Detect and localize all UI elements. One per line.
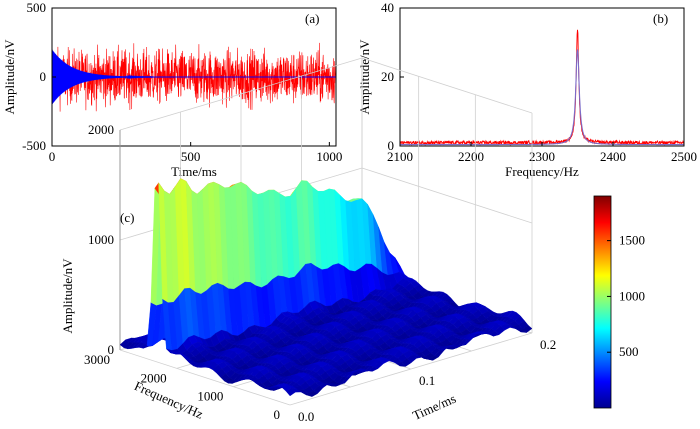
panel-a-x-ticks: 0 500 1000 [49, 142, 342, 164]
panel-c: 0 1000 2000 0 1000 2000 3000 0.0 0.1 0.2 (c) Ampl… [60, 57, 645, 424]
panel-b-x-tick-label: 2300 [529, 149, 555, 164]
colorbar-tick-label: 1500 [619, 233, 645, 248]
panel-c-floor-grid-line [289, 332, 533, 406]
panel-a-series [52, 42, 336, 112]
colorbar-ticks: 500 1000 1500 [607, 233, 645, 359]
panel-a-y-tick-label: 500 [27, 0, 47, 15]
panel-c-z-tick-label: 0 [108, 342, 115, 357]
colorbar-tick-label: 500 [619, 344, 639, 359]
panel-b-label: (b) [653, 11, 668, 26]
panel-b-x-tick-label: 2500 [671, 149, 697, 164]
panel-c-x-tick-label: 0.1 [419, 373, 435, 388]
panel-b-y-tick-label: 40 [381, 0, 394, 15]
panel-c-x-tick-label: 0.2 [540, 337, 556, 352]
colorbar-tick-label: 1000 [619, 288, 645, 303]
panel-a-x-label: Time/ms [171, 164, 217, 179]
colorbar [593, 195, 612, 409]
panel-b-y-tick-label: 0 [388, 138, 395, 153]
panel-c-y-label: Frequency/Hz [132, 378, 206, 422]
panel-c-x-label: Time/ms [410, 391, 458, 423]
panel-b-x-label: Frequency/Hz [505, 164, 579, 179]
panel-b-x-tick-label: 2200 [458, 149, 484, 164]
panel-c-x-tick-label: 0.0 [298, 409, 314, 424]
panel-c-back-grid-line [119, 57, 363, 131]
panel-c-y-tick-label: 1000 [197, 389, 223, 404]
panel-a-x-tick-label: 0 [49, 149, 56, 164]
panel-c-y-tick-label: 3000 [84, 352, 110, 367]
panel-b-frame [399, 7, 685, 147]
panel-c-y-tick-label: 0 [274, 407, 281, 422]
panel-a-noisy-signal-line [52, 42, 336, 112]
panel-c-ticks: 0 1000 2000 0 1000 2000 3000 0.0 0.1 0.2 [84, 122, 556, 424]
panel-b-y-label: Amplitude/nV [357, 39, 372, 115]
panel-c-label: (c) [120, 210, 134, 225]
panel-b-x-tick-label: 2100 [387, 149, 413, 164]
panel-c-z-tick-label: 2000 [88, 122, 114, 137]
panel-b-y-tick-label: 20 [381, 69, 394, 84]
panel-c-z-label: Amplitude/nV [60, 258, 75, 334]
panel-b-x-ticks: 2100 2200 2300 2400 2500 [387, 142, 697, 164]
panel-a-y-label: Amplitude/nV [2, 39, 17, 115]
panel-b-series [400, 29, 684, 146]
panel-a-clean-signal-line [52, 49, 336, 105]
panel-b: 2100 2200 2300 2400 2500 0 20 40 (b) Frequency… [357, 0, 697, 179]
panel-b-clean-spectrum-line [400, 49, 684, 146]
panel-a-y-tick-label: 0 [40, 69, 47, 84]
panel-c-z-tick-label: 1000 [88, 232, 114, 247]
panel-a-y-ticks: -500 0 500 [22, 0, 56, 153]
panel-a-x-tick-label: 1000 [316, 149, 342, 164]
panel-c-side-grid-line [361, 57, 533, 114]
panel-a-x-tick-label: 500 [181, 149, 201, 164]
panel-c-surface-patch [522, 324, 533, 333]
panel-b-y-ticks: 0 20 40 [381, 0, 404, 153]
panel-c-y-tick-label: 2000 [141, 370, 167, 385]
panel-b-x-tick-label: 2400 [600, 149, 626, 164]
panel-a-label: (a) [305, 11, 319, 26]
panel-c-floor-grid-line [119, 349, 291, 406]
panel-b-noisy-spectrum-line [400, 29, 684, 146]
panel-a-y-tick-label: -500 [22, 138, 46, 153]
panel-c-surface [119, 177, 533, 397]
panel-c-side-grid-line [361, 167, 533, 224]
